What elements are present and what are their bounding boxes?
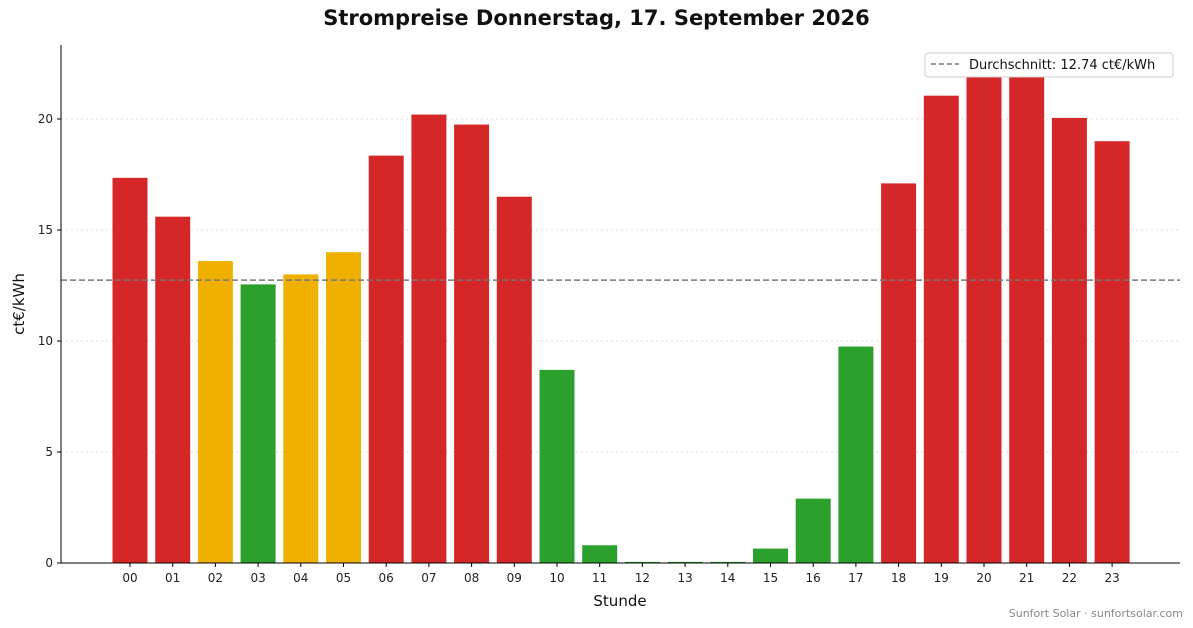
bar-08	[454, 124, 490, 564]
legend-box	[924, 52, 1174, 78]
legend-label-average: Durchschnitt: 12.74 ct€/kWh	[969, 58, 1155, 73]
x-ticks: 00 01 02 03 04 05 06 07 08 09 10 11 12 13 14 15 16 17 18 19…	[122, 563, 1120, 585]
x-axis-label: Stunde	[593, 592, 646, 610]
bar-01	[155, 216, 191, 563]
x-tick-label: 15	[763, 571, 778, 585]
x-tick-label: 20	[976, 571, 991, 585]
x-tick-label: 01	[165, 571, 180, 585]
bar-03	[240, 284, 276, 563]
x-tick-label: 23	[1104, 571, 1119, 585]
x-tick-label: 08	[464, 571, 479, 585]
bar-12	[624, 561, 660, 563]
bar-15	[753, 548, 788, 563]
x-tick-label: 02	[208, 571, 223, 585]
x-tick-label: 07	[421, 571, 436, 585]
bar-06	[368, 155, 404, 563]
footer-credit: Sunfort Solar · sunfortsolar.com	[1008, 607, 1183, 620]
x-tick-label: 12	[635, 571, 650, 585]
bar-05	[326, 252, 361, 563]
x-tick-label: 09	[507, 571, 522, 585]
bar-19	[923, 95, 959, 563]
bars-layer	[112, 72, 1130, 564]
x-tick-label: 21	[1019, 571, 1034, 585]
y-ticks: 0 5 10 15 20	[38, 112, 61, 570]
bar-11	[582, 545, 618, 563]
y-axis-label: ct€/kWh	[10, 273, 28, 335]
x-tick-label: 16	[806, 571, 821, 585]
x-tick-label: 05	[336, 571, 351, 585]
x-tick-label: 11	[592, 571, 607, 585]
chart-title: Strompreise Donnerstag, 17. September 20…	[323, 6, 870, 30]
x-tick-label: 00	[122, 571, 137, 585]
bar-17	[838, 346, 874, 563]
bar-16	[795, 498, 831, 563]
bar-23	[1094, 141, 1130, 563]
y-tick-label: 0	[45, 556, 53, 570]
x-tick-label: 13	[677, 571, 692, 585]
bar-04	[283, 274, 319, 563]
x-tick-label: 19	[934, 571, 949, 585]
bar-02	[197, 261, 233, 563]
bar-13	[667, 561, 703, 563]
bar-09	[496, 196, 532, 563]
x-tick-label: 14	[720, 571, 735, 585]
x-tick-label: 03	[250, 571, 265, 585]
bar-18	[881, 183, 917, 563]
bar-07	[411, 114, 447, 563]
y-tick-label: 20	[38, 112, 53, 126]
x-tick-label: 17	[848, 571, 863, 585]
x-tick-label: 06	[379, 571, 394, 585]
y-tick-label: 10	[38, 334, 53, 348]
bar-20	[966, 72, 1002, 563]
axes-layer	[60, 45, 1180, 564]
bar-00	[112, 177, 148, 563]
bar-21	[1009, 76, 1045, 563]
bar-22	[1051, 117, 1087, 563]
legend: Durchschnitt: 12.74 ct€/kWh	[924, 52, 1174, 78]
bar-10	[539, 369, 575, 563]
y-tick-label: 15	[38, 223, 53, 237]
x-tick-label: 22	[1062, 571, 1077, 585]
y-tick-label: 5	[45, 445, 53, 459]
bar-14	[710, 561, 746, 563]
x-tick-label: 18	[891, 571, 906, 585]
x-tick-label: 04	[293, 571, 308, 585]
x-tick-label: 10	[549, 571, 564, 585]
